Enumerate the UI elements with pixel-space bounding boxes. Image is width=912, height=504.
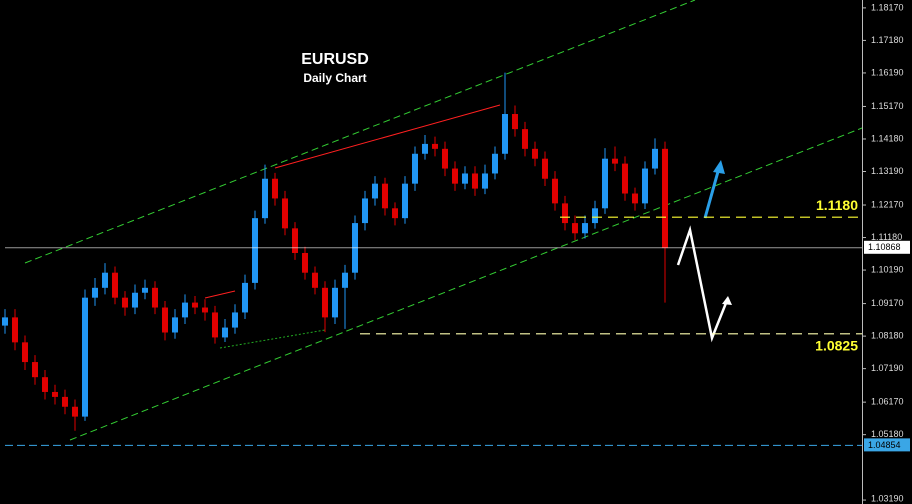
candle-body bbox=[162, 307, 168, 333]
candle-body bbox=[182, 302, 188, 318]
candle-body bbox=[632, 193, 638, 204]
candle-body bbox=[102, 272, 108, 288]
y-tick-label: 1.06170 bbox=[871, 397, 904, 407]
candle-body bbox=[562, 203, 568, 224]
candle-body bbox=[52, 391, 58, 397]
candle-body bbox=[342, 272, 348, 288]
candle-body bbox=[522, 129, 528, 149]
candle-body bbox=[312, 272, 318, 288]
candle-body bbox=[242, 282, 248, 313]
candle-body bbox=[282, 198, 288, 229]
y-tick-label: 1.14180 bbox=[871, 133, 904, 143]
y-tick-label: 1.13190 bbox=[871, 166, 904, 176]
candle-body bbox=[532, 148, 538, 159]
candle-body bbox=[392, 208, 398, 219]
candle-body bbox=[262, 178, 268, 219]
candle-body bbox=[572, 223, 578, 234]
candle-body bbox=[382, 183, 388, 209]
candle-body bbox=[612, 158, 618, 164]
y-tick-label: 1.05180 bbox=[871, 429, 904, 439]
candle-body bbox=[362, 198, 368, 224]
candle-body bbox=[642, 168, 648, 204]
scenario-arrow bbox=[703, 167, 721, 219]
candle-body bbox=[152, 287, 158, 308]
candle-body bbox=[212, 312, 218, 338]
candle-body bbox=[492, 153, 498, 174]
candle-body bbox=[422, 143, 428, 154]
y-tick-label: 1.16190 bbox=[871, 67, 904, 77]
candle-body bbox=[652, 148, 658, 169]
candle-body bbox=[92, 287, 98, 298]
candle-body bbox=[122, 297, 128, 308]
y-tick-label: 1.07190 bbox=[871, 363, 904, 373]
candle-body bbox=[202, 307, 208, 313]
candle-body bbox=[22, 342, 28, 363]
candle-body bbox=[222, 327, 228, 338]
candle-body bbox=[2, 317, 8, 326]
candle-body bbox=[252, 218, 258, 283]
candle-body bbox=[172, 317, 178, 333]
y-tick-label: 1.12170 bbox=[871, 199, 904, 209]
candle-body bbox=[132, 292, 138, 308]
candle-body bbox=[142, 287, 148, 293]
candle-body bbox=[622, 163, 628, 194]
candle-body bbox=[472, 173, 478, 189]
candle-body bbox=[512, 114, 518, 130]
candle-body bbox=[402, 183, 408, 219]
candle-body bbox=[192, 302, 198, 308]
candle-body bbox=[42, 377, 48, 392]
candle-body bbox=[412, 153, 418, 184]
y-tick-label: 1.03190 bbox=[871, 493, 904, 503]
y-tick-label: 1.15170 bbox=[871, 101, 904, 111]
candle-body bbox=[72, 406, 78, 417]
arrow-head bbox=[713, 160, 725, 174]
trendline bbox=[219, 329, 326, 349]
price-label: 1.04854 bbox=[868, 440, 901, 450]
candle-body bbox=[372, 183, 378, 199]
candle-body bbox=[32, 362, 38, 378]
y-tick-label: 1.09170 bbox=[871, 298, 904, 308]
trendline bbox=[204, 290, 236, 299]
candle-body bbox=[432, 143, 438, 149]
chart-title: EURUSD bbox=[301, 51, 369, 68]
candle-body bbox=[232, 312, 238, 328]
price-box bbox=[864, 240, 910, 254]
candle-body bbox=[452, 168, 458, 184]
y-tick-label: 1.08180 bbox=[871, 330, 904, 340]
price-box bbox=[864, 438, 910, 452]
candle-body bbox=[272, 178, 278, 199]
candle-body bbox=[442, 148, 448, 169]
candle-body bbox=[82, 297, 88, 417]
level-label: 1.0825 bbox=[815, 338, 858, 354]
y-tick-label: 1.10190 bbox=[871, 264, 904, 274]
candle-body bbox=[602, 158, 608, 209]
candle-body bbox=[62, 396, 68, 407]
candle-body bbox=[582, 223, 588, 234]
candle-body bbox=[322, 287, 328, 318]
chart-subtitle: Daily Chart bbox=[303, 71, 366, 85]
candle-body bbox=[662, 148, 668, 249]
candle-body bbox=[332, 287, 338, 318]
candle-body bbox=[552, 178, 558, 204]
arrow-head bbox=[722, 296, 732, 305]
level-label: 1.1180 bbox=[816, 197, 858, 213]
candle-body bbox=[12, 317, 18, 343]
candle-body bbox=[502, 114, 508, 154]
channel-upper bbox=[24, 0, 696, 264]
price-label: 1.10868 bbox=[868, 242, 901, 252]
trendline bbox=[274, 104, 501, 169]
y-tick-label: 1.18170 bbox=[871, 2, 904, 12]
candle-body bbox=[482, 173, 488, 189]
candle-body bbox=[292, 228, 298, 253]
channel-lower bbox=[69, 127, 863, 441]
candle-body bbox=[592, 208, 598, 224]
candle-body bbox=[462, 173, 468, 184]
candle-body bbox=[542, 158, 548, 179]
y-tick-label: 1.11180 bbox=[871, 232, 902, 242]
y-tick-label: 1.17180 bbox=[871, 35, 904, 45]
candle-body bbox=[302, 252, 308, 273]
candle-body bbox=[112, 272, 118, 298]
